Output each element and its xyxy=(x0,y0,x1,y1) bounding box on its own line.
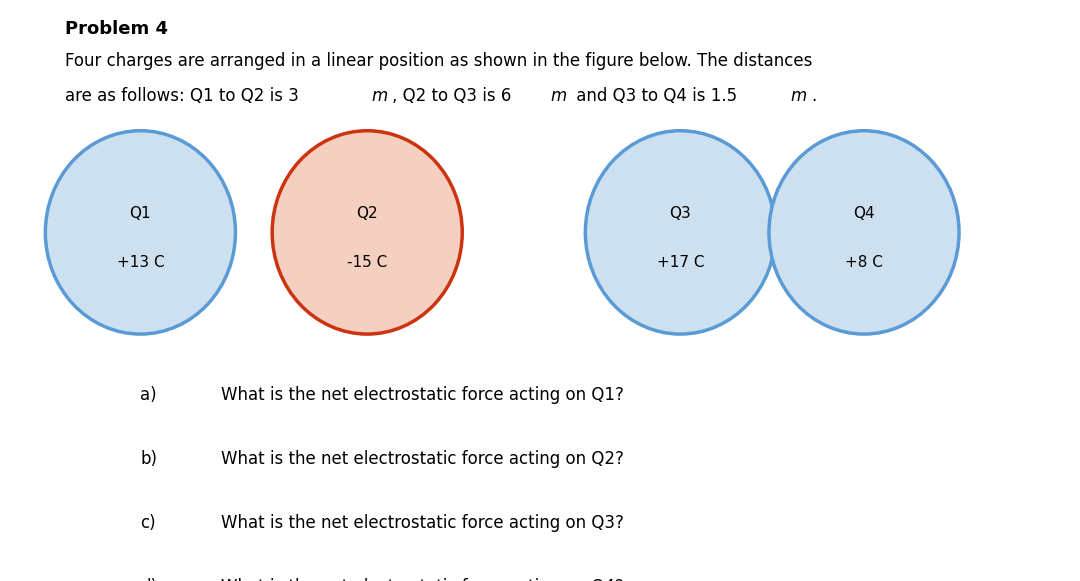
Text: a): a) xyxy=(140,386,157,404)
Text: Q3: Q3 xyxy=(670,206,691,221)
Text: What is the net electrostatic force acting on Q2?: What is the net electrostatic force acti… xyxy=(221,450,624,468)
Text: , Q2 to Q3 is 6: , Q2 to Q3 is 6 xyxy=(392,87,515,105)
Text: Four charges are arranged in a linear position as shown in the figure below. The: Four charges are arranged in a linear po… xyxy=(65,52,812,70)
Text: c): c) xyxy=(140,514,156,532)
Text: What is the net electrostatic force acting on Q1?: What is the net electrostatic force acti… xyxy=(221,386,624,404)
Text: Q1: Q1 xyxy=(130,206,151,221)
Ellipse shape xyxy=(45,131,235,334)
Text: are as follows: Q1 to Q2 is 3: are as follows: Q1 to Q2 is 3 xyxy=(65,87,302,105)
Text: b): b) xyxy=(140,450,158,468)
Text: What is the net electrostatic force acting on Q4?: What is the net electrostatic force acti… xyxy=(221,578,624,581)
Text: +17 C: +17 C xyxy=(657,255,704,270)
Text: m: m xyxy=(789,87,806,105)
Text: m: m xyxy=(551,87,567,105)
Text: .: . xyxy=(811,87,816,105)
Text: m: m xyxy=(370,87,387,105)
Text: -15 C: -15 C xyxy=(347,255,388,270)
Text: Q4: Q4 xyxy=(853,206,875,221)
Text: What is the net electrostatic force acting on Q3?: What is the net electrostatic force acti… xyxy=(221,514,624,532)
Text: Problem 4: Problem 4 xyxy=(65,20,167,38)
Text: Q2: Q2 xyxy=(356,206,378,221)
Text: d): d) xyxy=(140,578,158,581)
Ellipse shape xyxy=(272,131,462,334)
Ellipse shape xyxy=(585,131,775,334)
Text: +13 C: +13 C xyxy=(117,255,164,270)
Text: and Q3 to Q4 is 1.5: and Q3 to Q4 is 1.5 xyxy=(571,87,741,105)
Text: +8 C: +8 C xyxy=(845,255,883,270)
Ellipse shape xyxy=(769,131,959,334)
